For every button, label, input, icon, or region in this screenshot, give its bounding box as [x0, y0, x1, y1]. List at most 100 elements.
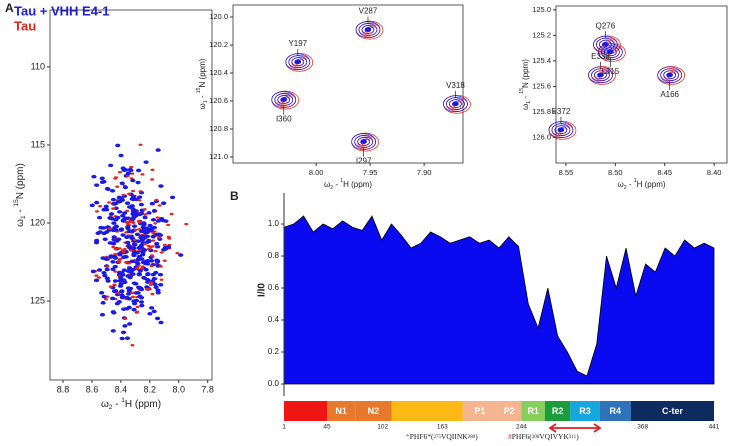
domain-label: R2 — [552, 406, 564, 416]
peak — [178, 253, 184, 257]
peak — [131, 301, 138, 306]
contour — [449, 99, 462, 109]
peak — [125, 286, 131, 290]
peak — [104, 267, 110, 272]
peak — [125, 269, 131, 273]
peak — [161, 201, 167, 205]
axis-label-part: 1 — [634, 178, 637, 184]
peak — [115, 143, 121, 148]
residue-label: 102 — [377, 424, 388, 431]
peak — [116, 291, 121, 295]
peak — [107, 216, 113, 220]
peak — [120, 330, 127, 335]
y-tick-label: 125.4 — [532, 56, 551, 65]
peak-label: V318 — [446, 81, 465, 90]
contour — [364, 27, 372, 32]
peak — [141, 221, 147, 225]
peak — [125, 209, 130, 213]
domain — [355, 401, 392, 421]
peak — [119, 181, 125, 186]
peak — [140, 265, 145, 268]
peak — [94, 200, 100, 205]
peak — [112, 279, 119, 283]
peak — [131, 242, 138, 246]
y-tick-label: 0.6 — [268, 283, 280, 292]
peak — [111, 221, 117, 225]
peak-label: I297 — [356, 157, 372, 166]
peak — [124, 235, 130, 240]
axis-label-part: ω — [324, 180, 330, 189]
x-tick-label: 8.40 — [707, 168, 722, 177]
peak — [130, 212, 136, 216]
peak — [139, 234, 145, 239]
contour — [361, 25, 375, 34]
peak — [151, 232, 156, 235]
peak — [154, 241, 160, 246]
axis-label-part: ω — [617, 180, 623, 189]
peak — [175, 251, 180, 255]
peak — [107, 227, 112, 230]
legend-entry: Tau — [14, 18, 36, 33]
peak — [118, 227, 125, 231]
peak — [150, 272, 156, 277]
residue-label: 163 — [437, 424, 448, 431]
peak — [169, 195, 176, 200]
peak — [155, 216, 160, 219]
peak — [159, 278, 164, 281]
axis-label-part: H (ppm) — [125, 399, 161, 410]
peak — [138, 143, 143, 146]
peak — [123, 317, 128, 320]
peak — [117, 247, 122, 250]
peak — [100, 301, 106, 305]
peak — [153, 285, 159, 290]
peak — [99, 176, 105, 181]
domain — [599, 401, 631, 421]
peak — [121, 278, 127, 283]
peak — [126, 266, 133, 270]
peak — [155, 232, 161, 237]
peak — [135, 239, 141, 243]
domain-label: P1 — [474, 406, 485, 416]
peak — [167, 237, 172, 240]
peak — [131, 224, 138, 228]
domain-label: R3 — [579, 406, 591, 416]
axis-label-part: 15 — [13, 199, 20, 207]
peak — [130, 272, 136, 276]
axis-label-part: 1 — [526, 101, 532, 104]
peak — [113, 252, 118, 256]
peak — [166, 223, 171, 227]
peak — [155, 148, 161, 152]
peak — [115, 185, 120, 188]
contour — [357, 137, 371, 146]
peak — [108, 285, 113, 288]
axis-label-part: H (ppm) — [637, 180, 666, 189]
peak — [139, 211, 145, 216]
peak — [125, 274, 131, 278]
peak — [136, 219, 141, 223]
peak — [104, 230, 110, 234]
peak — [98, 225, 104, 230]
peak — [130, 217, 136, 221]
peak — [116, 300, 122, 304]
axis-label-part: 1 — [121, 397, 125, 404]
contour — [291, 57, 305, 67]
peak — [108, 212, 115, 216]
peak — [137, 199, 142, 202]
axis-label-part: 1 — [340, 178, 343, 184]
peak — [149, 201, 155, 206]
peak — [147, 311, 153, 316]
peak — [103, 257, 110, 261]
peak — [146, 248, 151, 251]
y-tick-label: 0.0 — [268, 379, 280, 388]
residue-label: 244 — [516, 424, 527, 431]
peak — [125, 225, 131, 229]
peak — [130, 344, 135, 347]
domain — [544, 401, 571, 421]
peak-label: I360 — [276, 115, 292, 124]
peak — [125, 174, 130, 178]
peak — [143, 213, 148, 216]
y-tick-label: 125.8 — [532, 107, 551, 116]
peak — [150, 292, 155, 296]
peak — [151, 209, 158, 213]
domain — [462, 401, 498, 421]
